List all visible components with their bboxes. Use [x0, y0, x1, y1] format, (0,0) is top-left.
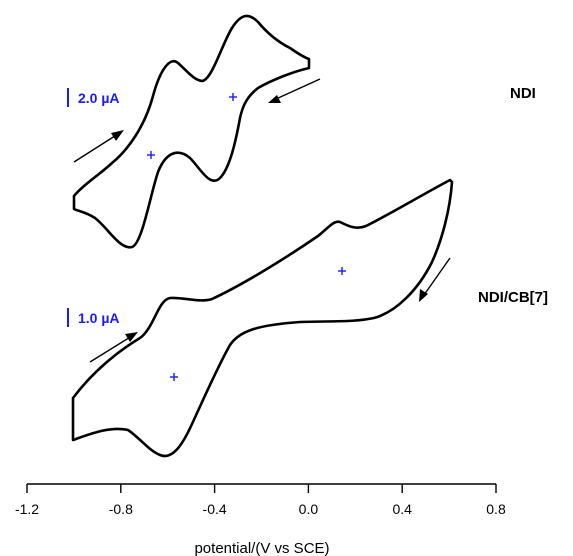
ndi-cb7-voltammogram-curve	[71, 178, 454, 458]
x-axis-ticks: -1.2 -0.8 -0.4 0.0 0.4 0.8	[15, 484, 506, 517]
reverse-scan-arrow	[419, 257, 451, 302]
ndi-midpoint-marker	[229, 93, 237, 101]
cb7-scale-label: 1.0 µA	[78, 310, 120, 326]
x-tick-label: 0.4	[392, 501, 412, 517]
ndi-series-label: NDI	[510, 85, 536, 102]
x-tick-label: -0.8	[109, 501, 133, 517]
x-axis-label: potential/(V vs SCE)	[194, 540, 329, 556]
ndi-midpoint-marker	[147, 151, 155, 159]
cb7-midpoint-marker	[170, 373, 178, 381]
cb7-midpoint-marker	[338, 267, 346, 275]
ndi-voltammogram-curve	[72, 14, 311, 249]
x-tick-label: 0.8	[486, 501, 506, 517]
forward-scan-arrow	[73, 130, 124, 163]
reverse-scan-arrow	[268, 78, 321, 103]
midpoint-markers	[147, 93, 346, 381]
ndi-scale-label: 2.0 µA	[78, 90, 120, 106]
x-tick-label: -1.2	[15, 501, 39, 517]
forward-scan-arrow	[89, 332, 138, 363]
cb7-series-label: NDI/CB[7]	[478, 289, 548, 306]
x-tick-label: -0.4	[203, 501, 227, 517]
scan-direction-arrows	[73, 78, 451, 363]
x-tick-label: 0.0	[299, 501, 319, 517]
